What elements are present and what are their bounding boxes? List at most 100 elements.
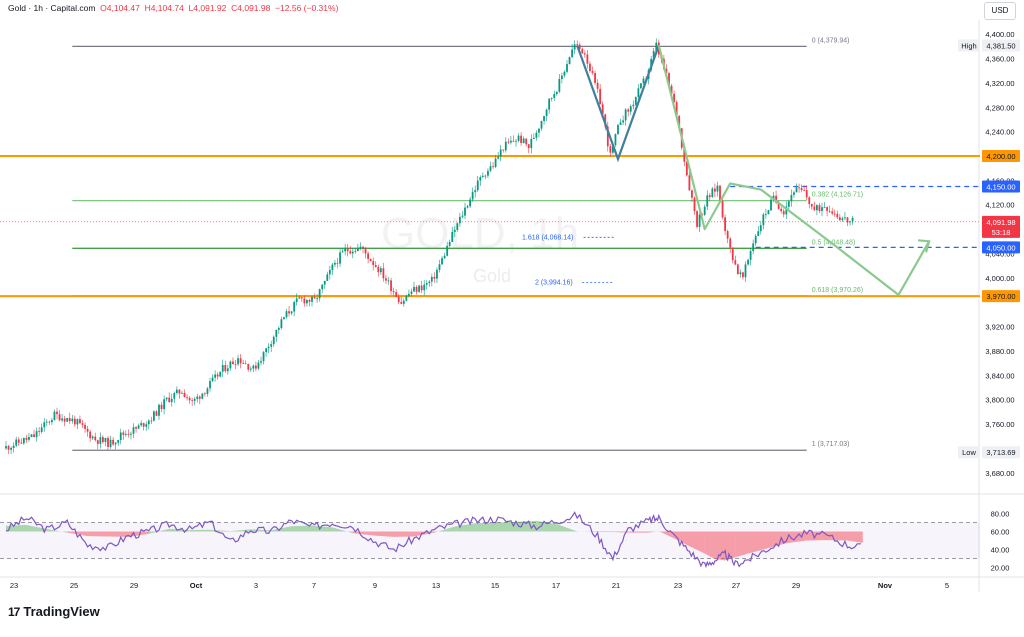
candle-body <box>652 50 655 59</box>
candle-body <box>132 427 135 434</box>
candle-body <box>56 411 58 415</box>
candle-body <box>642 78 645 84</box>
candle-body <box>721 200 724 218</box>
price-axis-tick: 3,840.00 <box>985 371 1014 380</box>
candle-body <box>107 438 109 447</box>
candle-body <box>833 213 836 215</box>
candle-body <box>828 210 831 212</box>
candle-body <box>775 195 777 203</box>
candle-body <box>777 202 780 209</box>
symbol-header[interactable]: Gold · 1h · Capital.com O4,104.47 H4,104… <box>8 3 338 13</box>
candle-body <box>711 188 714 198</box>
candle-body <box>183 392 186 397</box>
candle-body <box>321 284 324 290</box>
candle-body <box>420 285 423 291</box>
candle-body <box>826 207 828 211</box>
current-price-label: 4,091.98 <box>986 218 1015 227</box>
time-axis-tick: 25 <box>70 581 78 590</box>
candle-body <box>836 213 839 218</box>
candle-body <box>464 207 466 216</box>
time-axis-tick: 29 <box>792 581 800 590</box>
candle-body <box>716 185 719 192</box>
candle-body <box>165 397 168 400</box>
candle-body <box>800 187 803 190</box>
rsi-cloud-segment <box>725 531 736 561</box>
candle-body <box>140 423 143 426</box>
candle-body <box>323 280 326 285</box>
candle-body <box>158 404 160 416</box>
candle-body <box>252 365 255 369</box>
candle-body <box>293 302 296 312</box>
candle-body <box>736 264 739 275</box>
candle-body <box>612 145 614 153</box>
rsi-cloud-segment <box>628 531 649 533</box>
candle-body <box>35 431 38 438</box>
candle-body <box>691 190 693 198</box>
candle-body <box>260 361 262 363</box>
rsi-cloud-segment <box>189 529 210 532</box>
candle-body <box>112 439 114 445</box>
rsi-cloud-segment <box>714 531 726 561</box>
fib-level-label: 0.618 (3,970.26) <box>812 287 863 294</box>
fib-level-label: 0 (4,379.94) <box>812 37 850 44</box>
price-axis-tick: 3,920.00 <box>985 323 1014 332</box>
candle-body <box>606 126 609 147</box>
candle-body <box>451 231 454 242</box>
candle-body <box>119 432 122 440</box>
candle-body <box>395 292 398 297</box>
candle-body <box>754 236 757 244</box>
candle-body <box>459 216 461 224</box>
candle-body <box>408 293 410 296</box>
candle-body <box>124 433 127 435</box>
time-axis-tick: 3 <box>254 581 258 590</box>
fib-level-label: 0.382 (4,126.71) <box>812 192 863 199</box>
candles-group <box>5 38 854 455</box>
candle-body <box>196 396 199 399</box>
candle-body <box>759 225 762 232</box>
candle-body <box>484 175 487 177</box>
symbol-name[interactable]: Gold · 1h · Capital.com <box>8 3 96 13</box>
rsi-cloud-segment <box>6 524 27 532</box>
candle-body <box>844 217 846 219</box>
candle-body <box>553 94 556 99</box>
price-axis-tick: 4,120.00 <box>985 201 1014 210</box>
candle-body <box>402 300 405 304</box>
candle-body <box>507 141 510 143</box>
candle-body <box>637 88 640 98</box>
fib-level-label: 0.5 (4,048.48) <box>812 239 856 246</box>
candle-body <box>311 296 313 302</box>
candle-body <box>770 199 772 211</box>
candle-body <box>535 132 538 138</box>
candle-body <box>634 97 637 105</box>
price-axis-tick: 4,280.00 <box>985 103 1014 112</box>
candle-body <box>155 411 158 416</box>
candle-body <box>670 85 673 94</box>
candle-body <box>290 311 293 314</box>
candle-body <box>137 425 140 429</box>
currency-button[interactable]: USD <box>984 2 1016 20</box>
candle-body <box>823 207 826 208</box>
tradingview-brand[interactable]: 17 TradingView <box>8 604 100 619</box>
candle-body <box>563 71 566 76</box>
candle-body <box>7 446 10 450</box>
ohlc-close: C4,091.98 <box>231 3 271 13</box>
candle-body <box>153 411 155 421</box>
candle-body <box>313 296 316 299</box>
candle-body <box>448 241 451 246</box>
fib-extension-label: 2 (3,994.16) <box>535 279 573 286</box>
level-price-label: 4,150.00 <box>986 182 1015 191</box>
candle-body <box>272 336 275 345</box>
candle-body <box>568 57 571 65</box>
price-axis-tick: 4,000.00 <box>985 274 1014 283</box>
rsi-axis-tick: 40.00 <box>991 546 1010 555</box>
price-axis-tick: 4,360.00 <box>985 55 1014 64</box>
time-axis-tick: 17 <box>552 581 560 590</box>
candle-body <box>810 203 813 207</box>
candle-body <box>117 439 120 443</box>
candle-body <box>739 272 742 275</box>
candle-body <box>374 265 377 268</box>
candle-body <box>499 149 502 157</box>
candle-body <box>545 109 548 116</box>
candle-body <box>351 251 354 254</box>
